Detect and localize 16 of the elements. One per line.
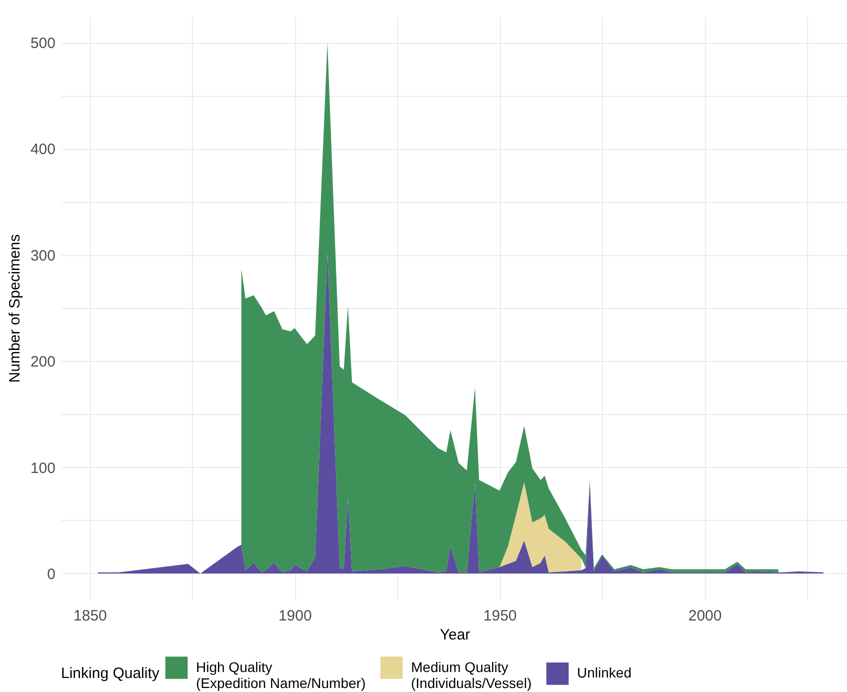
y-tick-label: 0 [47,566,56,583]
x-axis-title: Year [440,626,470,644]
y-tick-label: 400 [30,141,56,158]
legend-label: Medium Quality (Individuals/Vessel) [411,658,532,691]
legend-label: Unlinked [577,664,632,681]
x-tick-label: 1950 [483,608,517,624]
y-axis-title: Number of Specimens [6,234,24,383]
y-tick-label: 300 [30,247,56,264]
y-tick-label: 200 [30,354,56,371]
x-tick-label: 1900 [278,608,312,624]
y-tick-label: 500 [30,35,56,52]
x-tick-label: 1850 [74,608,107,624]
legend-title: Linking Quality [61,665,160,682]
y-tick-label: 100 [30,460,56,477]
x-tick-label: 2000 [688,608,722,624]
legend-label: High Quality (Expedition Name/Number) [196,658,366,691]
